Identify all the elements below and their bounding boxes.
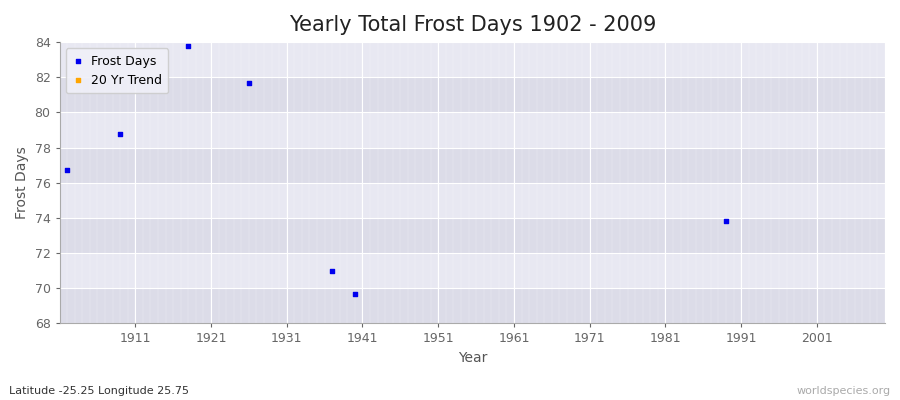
- Text: worldspecies.org: worldspecies.org: [796, 386, 891, 396]
- Bar: [59, 42, 885, 77]
- Frost Days: [242, 79, 256, 86]
- Bar: [59, 77, 885, 112]
- Frost Days: [113, 130, 128, 137]
- Frost Days: [347, 290, 362, 297]
- Frost Days: [719, 218, 733, 225]
- Frost Days: [60, 167, 75, 174]
- Bar: [59, 288, 885, 324]
- Title: Yearly Total Frost Days 1902 - 2009: Yearly Total Frost Days 1902 - 2009: [289, 15, 656, 35]
- X-axis label: Year: Year: [457, 351, 487, 365]
- Bar: [59, 183, 885, 218]
- Y-axis label: Frost Days: Frost Days: [15, 146, 29, 219]
- Bar: [59, 253, 885, 288]
- Bar: [59, 218, 885, 253]
- Bar: [59, 148, 885, 183]
- Frost Days: [325, 268, 339, 274]
- Legend: Frost Days, 20 Yr Trend: Frost Days, 20 Yr Trend: [66, 48, 168, 93]
- Text: Latitude -25.25 Longitude 25.75: Latitude -25.25 Longitude 25.75: [9, 386, 189, 396]
- Bar: [59, 112, 885, 148]
- Frost Days: [181, 42, 195, 49]
